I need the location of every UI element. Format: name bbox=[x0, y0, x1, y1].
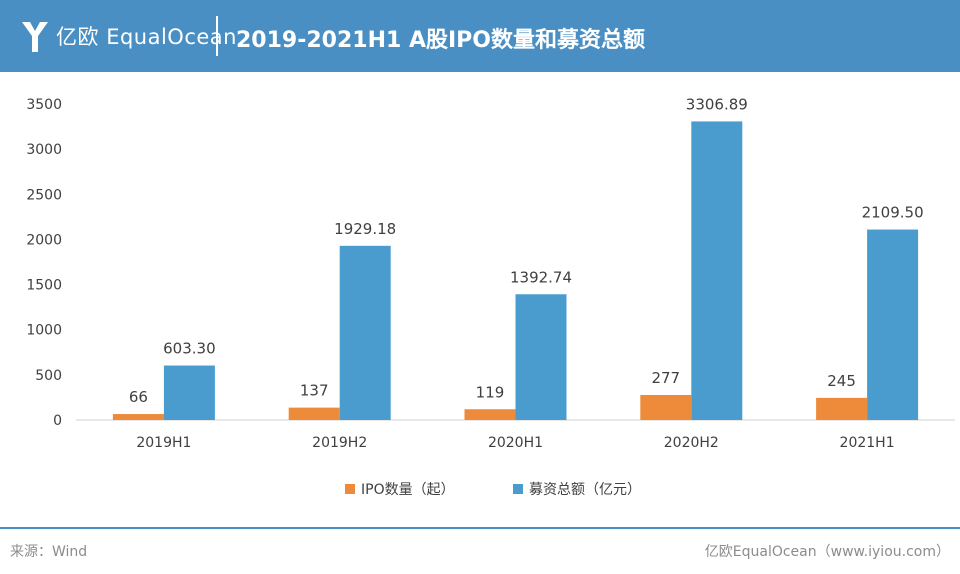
chart-title: 2019-2021H1 A股IPO数量和募资总额 bbox=[236, 28, 646, 53]
brand-name: 亿欧 EqualOcean bbox=[56, 21, 237, 51]
x-tick-label: 2019H2 bbox=[312, 435, 367, 451]
footer-brand: 亿欧EqualOcean（www.iyiou.com） bbox=[704, 544, 950, 560]
bar-ipo-count bbox=[816, 397, 868, 420]
chart-area: 0 500 1000 1500 2000 2500 3000 3500 66 603.30 2019… bbox=[0, 72, 960, 527]
brand-logo: 亿欧 EqualOcean bbox=[20, 18, 237, 54]
data-label-ipo-count: 66 bbox=[129, 388, 148, 406]
legend-item-fundraising: 募资总额（亿元） bbox=[513, 479, 641, 499]
bar-fundraising bbox=[867, 229, 919, 420]
data-label-fundraising: 1392.74 bbox=[510, 268, 572, 286]
y-tick-label: 3500 bbox=[26, 97, 62, 113]
bar-fundraising bbox=[163, 365, 215, 420]
chart-legend: IPO数量（起） 募资总额（亿元） bbox=[0, 479, 960, 499]
x-tick-label: 2020H1 bbox=[488, 435, 543, 451]
y-tick-label: 2500 bbox=[26, 187, 62, 203]
bar-fundraising bbox=[515, 294, 567, 420]
legend-swatch-fundraising bbox=[513, 484, 523, 494]
y-tick-label: 2000 bbox=[26, 232, 62, 248]
legend-swatch-ipo-count bbox=[345, 484, 355, 494]
data-label-ipo-count: 277 bbox=[651, 369, 680, 387]
data-label-ipo-count: 119 bbox=[476, 383, 505, 401]
data-label-ipo-count: 137 bbox=[300, 382, 329, 400]
legend-label-ipo-count: IPO数量（起） bbox=[361, 482, 455, 498]
legend-item-ipo-count: IPO数量（起） bbox=[345, 479, 455, 499]
y-tick-label: 500 bbox=[35, 368, 62, 384]
brand-cn: 亿欧 bbox=[56, 25, 99, 49]
bar-ipo-count bbox=[640, 394, 692, 420]
bar-fundraising bbox=[339, 245, 391, 420]
brand-en: EqualOcean bbox=[106, 25, 237, 49]
bar-fundraising bbox=[691, 121, 743, 421]
bar-ipo-count bbox=[464, 409, 516, 420]
data-label-fundraising: 603.30 bbox=[163, 340, 216, 358]
footer-source: 来源：Wind bbox=[10, 544, 88, 560]
y-tick-label: 1500 bbox=[26, 278, 62, 294]
equalocean-logo-icon bbox=[22, 22, 48, 52]
y-tick-label: 0 bbox=[53, 413, 62, 429]
data-label-fundraising: 2109.50 bbox=[862, 204, 924, 222]
legend-label-fundraising: 募资总额（亿元） bbox=[529, 482, 641, 498]
bar-ipo-count bbox=[288, 407, 340, 420]
x-tick-label: 2021H1 bbox=[840, 435, 895, 451]
x-tick-label: 2020H2 bbox=[664, 435, 719, 451]
footer-divider bbox=[0, 527, 960, 529]
bar-chart: 0 500 1000 1500 2000 2500 3000 3500 66 603.30 2019… bbox=[26, 95, 955, 451]
y-tick-label: 1000 bbox=[26, 323, 62, 339]
data-label-fundraising: 3306.89 bbox=[686, 95, 748, 113]
data-label-ipo-count: 245 bbox=[827, 372, 856, 390]
bar-ipo-count bbox=[112, 414, 164, 420]
x-tick-label: 2019H1 bbox=[136, 435, 191, 451]
data-label-fundraising: 1929.18 bbox=[334, 220, 396, 238]
y-tick-label: 3000 bbox=[26, 142, 62, 158]
header-divider bbox=[216, 16, 218, 56]
header-banner: 亿欧 EqualOcean 2019-2021H1 A股IPO数量和募资总额 bbox=[0, 0, 960, 72]
